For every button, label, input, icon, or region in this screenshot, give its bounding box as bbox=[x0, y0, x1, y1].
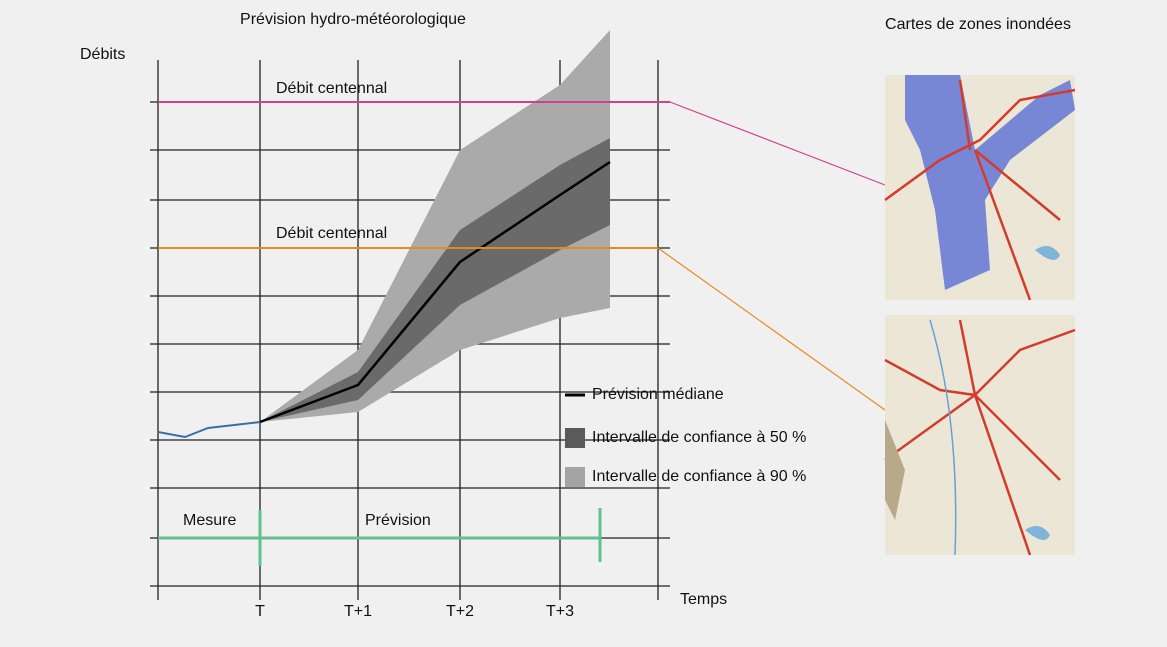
x-tick-label: T bbox=[255, 603, 265, 620]
y-label: Débits bbox=[80, 46, 125, 63]
map bbox=[885, 75, 1075, 300]
x-tick-label: T+2 bbox=[446, 603, 474, 620]
x-tick-label: T+3 bbox=[546, 603, 574, 620]
legend-swatch bbox=[565, 467, 585, 487]
diagram: Prévision hydro-météorologique Cartes de… bbox=[0, 0, 1167, 647]
legend-label: Prévision médiane bbox=[592, 386, 724, 403]
legend-label: Intervalle de confiance à 50 % bbox=[592, 429, 806, 446]
title: Prévision hydro-météorologique bbox=[240, 11, 466, 28]
phase-label: Mesure bbox=[183, 512, 236, 529]
phase-label: Prévision bbox=[365, 512, 431, 529]
page: Prévision hydro-météorologique Cartes de… bbox=[0, 0, 1167, 647]
legend-swatch bbox=[565, 428, 585, 448]
threshold-label: Débit centennal bbox=[276, 225, 387, 242]
x-tick-label: T+1 bbox=[344, 603, 372, 620]
maps-title: Cartes de zones inondées bbox=[885, 16, 1071, 33]
x-label: Temps bbox=[680, 591, 727, 608]
map bbox=[885, 315, 1075, 555]
legend-label: Intervalle de confiance à 90 % bbox=[592, 468, 806, 485]
threshold-label: Débit centennal bbox=[276, 80, 387, 97]
